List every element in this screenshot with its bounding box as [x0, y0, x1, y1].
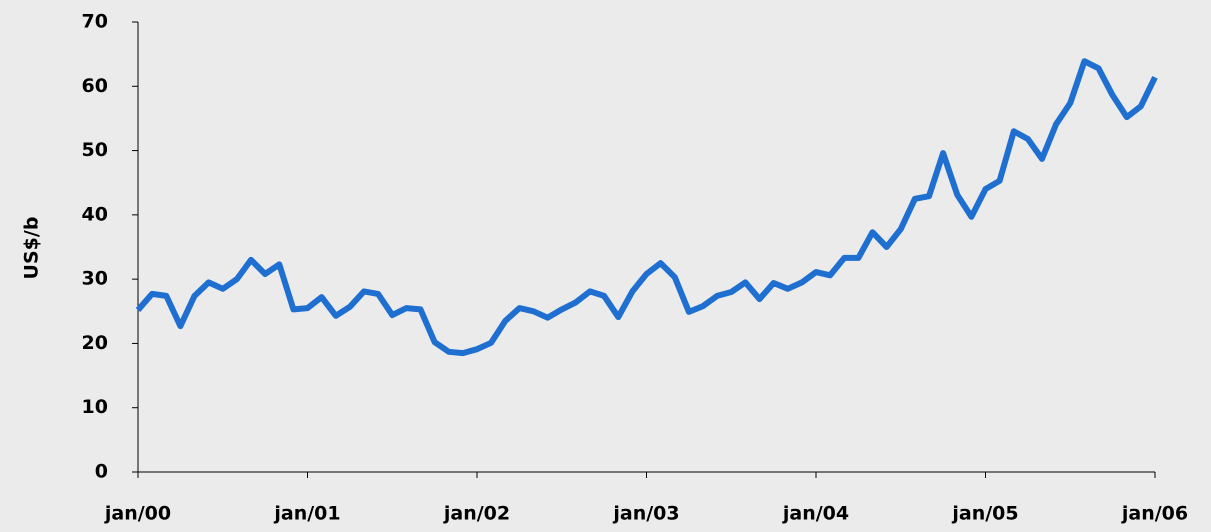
x-tick-label: jan/04	[782, 503, 849, 525]
y-axis-label: US$/b	[21, 217, 43, 280]
y-tick-label: 60	[82, 75, 108, 97]
y-tick-label: 70	[82, 11, 108, 33]
y-tick-label: 30	[82, 268, 108, 290]
y-tick-label: 40	[82, 203, 108, 225]
y-tick-label: 50	[82, 139, 108, 161]
x-tick-label: jan/01	[273, 503, 340, 525]
x-tick-label: jan/00	[104, 503, 171, 525]
y-tick-label: 0	[95, 461, 108, 483]
line-series	[135, 58, 1158, 357]
x-tick-label: jan/02	[443, 503, 510, 525]
y-tick-label: 20	[82, 332, 108, 354]
x-tick-label: jan/05	[951, 503, 1018, 525]
y-tick-label: 10	[82, 396, 108, 418]
x-tick-label: jan/03	[612, 503, 679, 525]
x-tick-label: jan/06	[1121, 503, 1188, 525]
